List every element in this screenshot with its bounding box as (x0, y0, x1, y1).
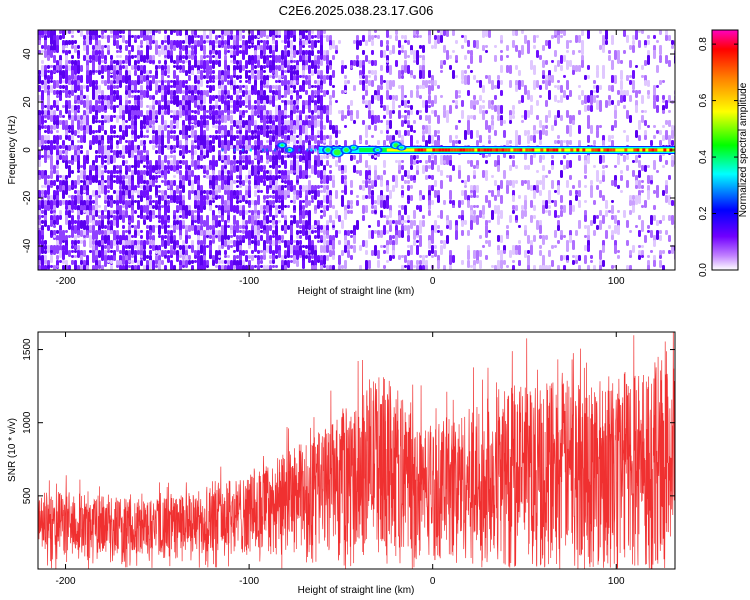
colorbar-tick-label: 0.0 (698, 263, 709, 277)
x-tick-label: 0 (430, 276, 436, 287)
colorbar-tick-label: 0.6 (698, 93, 709, 107)
colorbar-tick-label: 0.2 (698, 206, 709, 220)
figure-title: C2E6.2025.038.23.17.G06 (279, 3, 434, 18)
colorbar: 0.0 0.2 0.4 0.6 0.8 Normalized spectral ampl… (698, 29, 749, 277)
x-tick-label: -100 (239, 576, 259, 587)
y-tick-label: -40 (22, 238, 33, 253)
y-tick-label: 0 (22, 147, 33, 153)
x-tick-label: 0 (430, 576, 436, 587)
y-tick-label: -20 (22, 190, 33, 205)
y-tick-label: 20 (22, 96, 33, 108)
y-tick-label: 1000 (22, 411, 33, 434)
spectrogram-panel: -200 -100 0 100 40 20 0 -20 -40 Height of strai… (7, 29, 676, 297)
x-tick-label: 100 (608, 576, 625, 587)
x-tick-label: -100 (239, 276, 259, 287)
snr-frame (37, 331, 676, 570)
snr-y-label: SNR (10 * v/v) (7, 418, 18, 482)
snr-series-line (38, 332, 675, 569)
y-tick-label: 500 (22, 487, 33, 504)
x-tick-label: -200 (56, 276, 76, 287)
snr-x-ticks: -200 -100 0 100 (56, 332, 625, 587)
x-tick-label: -200 (56, 576, 76, 587)
y-tick-label: 40 (22, 48, 33, 60)
snr-y-ticks: 500 1000 1500 (22, 338, 675, 504)
y-tick-label: 1500 (22, 338, 33, 361)
colorbar-ticks: 0.0 0.2 0.4 0.6 0.8 (698, 37, 738, 277)
snr-x-label: Height of straight line (km) (298, 585, 415, 596)
carrier-band (221, 141, 675, 158)
colorbar-tick-label: 0.8 (698, 37, 709, 51)
snr-panel: -200 -100 0 100 500 1000 1500 Height of strai… (7, 331, 676, 596)
colorbar-label: Normalized spectral amplitude (738, 82, 749, 217)
x-tick-label: 100 (608, 276, 625, 287)
spectrogram-y-label: Frequency (Hz) (7, 116, 18, 185)
colorbar-tick-label: 0.4 (698, 150, 709, 164)
colorbar-gradient (711, 29, 739, 271)
spectrogram-y-ticks: 40 20 0 -20 -40 (22, 48, 675, 253)
spectrogram-x-label: Height of straight line (km) (298, 286, 415, 297)
spectrogram-cells (38, 30, 675, 270)
spectrogram-x-ticks: -200 -100 0 100 (56, 30, 625, 287)
